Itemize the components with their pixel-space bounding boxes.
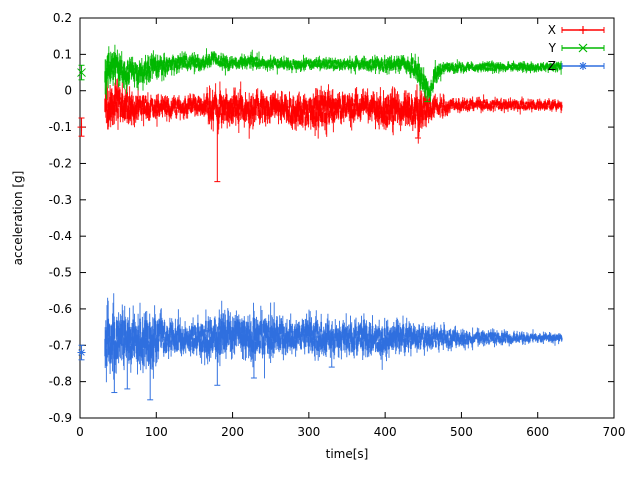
x-tick-label: 400 (374, 425, 397, 439)
legend-label-X: X (548, 23, 556, 37)
x-tick-label: 700 (603, 425, 626, 439)
legend-label-Y: Y (548, 41, 557, 55)
plus-marker-icon (579, 26, 587, 34)
x-tick-label: 600 (526, 425, 549, 439)
y-tick-label: -0.7 (49, 338, 72, 352)
x-tick-label: 0 (76, 425, 84, 439)
y-tick-label: 0.1 (53, 47, 72, 61)
series-X (77, 71, 563, 183)
axes: 0 100 200 300 400 500 600 700 0.2 0.1 0 -0.1 -0.2 -0.… (11, 11, 625, 461)
x-tick-label: 100 (145, 425, 168, 439)
series-Y (77, 44, 563, 103)
y-tick-label: -0.2 (49, 156, 72, 170)
x-axis-label: time[s] (326, 447, 369, 461)
y-tick-label: -0.3 (49, 193, 72, 207)
cross-marker-icon (578, 43, 588, 53)
y-axis-label: acceleration [g] (11, 171, 25, 266)
legend: XYZ (548, 23, 605, 73)
y-tick-label: -0.8 (49, 375, 72, 389)
legend-label-Z: Z (548, 59, 556, 73)
y-tick-label: -0.9 (49, 411, 72, 425)
y-tick-label: -0.6 (49, 302, 72, 316)
y-tick-label: -0.4 (49, 229, 72, 243)
y-tick-label: 0.2 (53, 11, 72, 25)
x-tick-label: 200 (221, 425, 244, 439)
x-tick-label: 500 (450, 425, 473, 439)
x-tick-label: 300 (297, 425, 320, 439)
y-tick-label: -0.1 (49, 120, 72, 134)
y-tick-label: -0.5 (49, 266, 72, 280)
series-Z (77, 293, 563, 401)
asterisk-marker-icon (579, 62, 587, 70)
y-tick-label: 0 (64, 84, 72, 98)
